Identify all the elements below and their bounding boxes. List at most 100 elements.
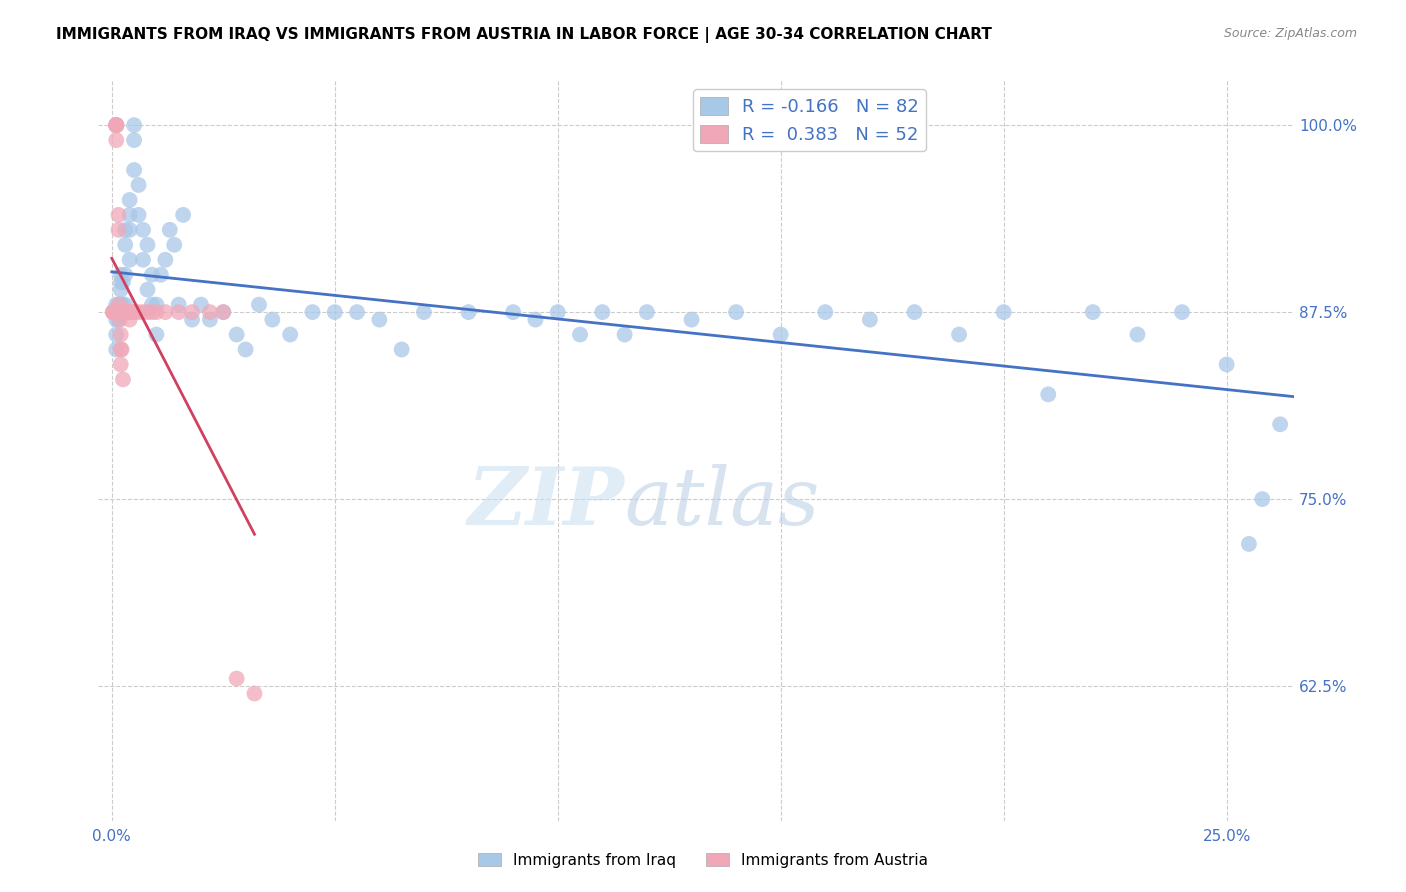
Point [181,305,204,319]
Point [118,208,141,222]
Point [103,305,125,319]
Point [122,163,145,178]
Point [111,298,134,312]
Point [172,208,194,222]
Point [105,118,128,132]
Point [368,312,391,326]
Point [105,327,128,342]
Point [112,305,135,319]
Point [136,237,159,252]
Point [107,305,129,319]
Point [118,252,141,267]
Point [111,372,134,386]
Point [105,343,128,357]
Point [103,305,125,319]
Point [1126,327,1149,342]
Legend: R = -0.166   N = 82, R =  0.383   N = 52: R = -0.166 N = 82, R = 0.383 N = 52 [693,89,927,152]
Point [1171,305,1194,319]
Point [903,305,925,319]
Point [107,305,129,319]
Point [110,283,132,297]
Point [118,223,141,237]
Point [105,118,128,132]
Point [502,305,524,319]
Point [107,298,129,312]
Point [110,305,132,319]
Point [115,305,138,319]
Point [413,305,436,319]
Point [118,193,141,207]
Point [181,312,204,326]
Point [301,305,323,319]
Point [114,223,136,237]
Point [118,305,141,319]
Point [547,305,569,319]
Point [212,305,235,319]
Point [1251,491,1274,506]
Point [636,305,658,319]
Point [136,283,159,297]
Point [110,298,132,312]
Point [128,178,150,192]
Point [163,237,186,252]
Point [814,305,837,319]
Point [105,118,128,132]
Point [569,327,592,342]
Point [262,312,284,326]
Point [132,252,155,267]
Point [110,327,132,342]
Point [225,672,247,686]
Point [243,686,266,700]
Point [110,305,132,319]
Point [108,305,131,319]
Point [104,305,127,319]
Point [225,327,247,342]
Point [105,305,128,319]
Point [1268,417,1291,432]
Point [159,223,181,237]
Point [114,298,136,312]
Text: ZIP: ZIP [467,464,624,541]
Point [122,305,145,319]
Point [110,275,132,289]
Point [167,305,190,319]
Point [114,305,136,319]
Text: IMMIGRANTS FROM IRAQ VS IMMIGRANTS FROM AUSTRIA IN LABOR FORCE | AGE 30-34 CORRE: IMMIGRANTS FROM IRAQ VS IMMIGRANTS FROM … [56,27,993,43]
Point [105,118,128,132]
Point [101,305,124,319]
Point [235,343,257,357]
Point [101,305,124,319]
Point [1081,305,1104,319]
Point [1215,358,1237,372]
Point [141,298,163,312]
Point [993,305,1015,319]
Point [122,305,145,319]
Point [105,312,128,326]
Point [167,298,190,312]
Point [105,298,128,312]
Point [121,305,143,319]
Point [107,223,129,237]
Point [114,268,136,282]
Point [190,298,212,312]
Point [155,305,177,319]
Point [149,268,172,282]
Point [145,327,167,342]
Point [118,312,141,326]
Point [859,312,882,326]
Point [103,305,125,319]
Point [132,223,155,237]
Point [107,208,129,222]
Point [128,305,150,319]
Point [128,208,150,222]
Point [114,305,136,319]
Point [198,305,221,319]
Point [103,305,125,319]
Point [110,343,132,357]
Point [105,133,128,147]
Point [198,312,221,326]
Point [524,312,547,326]
Point [104,305,127,319]
Point [725,305,748,319]
Point [103,305,125,319]
